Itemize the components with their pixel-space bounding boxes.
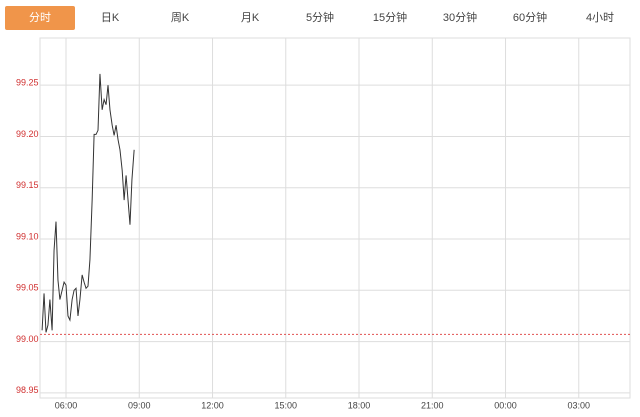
x-tick-label: 03:00 [568, 400, 591, 410]
tab[interactable]: 日K [100, 12, 120, 24]
y-tick-label: 99.05 [16, 283, 39, 293]
y-tick-label: 99.20 [16, 129, 39, 139]
plot-border [39, 37, 631, 399]
y-tick-label: 99.10 [16, 231, 39, 241]
tab[interactable]: 分时 [5, 6, 75, 30]
x-tick-label: 09:00 [128, 400, 151, 410]
y-tick-label: 99.25 [16, 78, 39, 88]
x-tick-label: 21:00 [421, 400, 444, 410]
x-tick-label: 12:00 [201, 400, 224, 410]
x-tick-label: 18:00 [348, 400, 371, 410]
tab-bar: 分时 日K 周K 月K 5分钟 15分钟 30分钟 60分钟 4小时 [5, 6, 635, 30]
x-tick-label: 15:00 [275, 400, 298, 410]
tab[interactable]: 月K [240, 12, 260, 24]
tab[interactable]: 15分钟 [372, 12, 408, 24]
tab[interactable]: 5分钟 [305, 12, 335, 24]
x-tick-label: 00:00 [494, 400, 517, 410]
tab[interactable]: 4小时 [585, 12, 615, 24]
tab[interactable]: 周K [170, 12, 190, 24]
y-tick-label: 98.95 [16, 385, 39, 395]
x-tick-label: 06:00 [55, 400, 78, 410]
y-tick-label: 99.15 [16, 180, 39, 190]
tab[interactable]: 60分钟 [512, 12, 548, 24]
tab[interactable]: 30分钟 [442, 12, 478, 24]
price-line [41, 73, 135, 333]
y-tick-label: 99.00 [16, 334, 39, 344]
